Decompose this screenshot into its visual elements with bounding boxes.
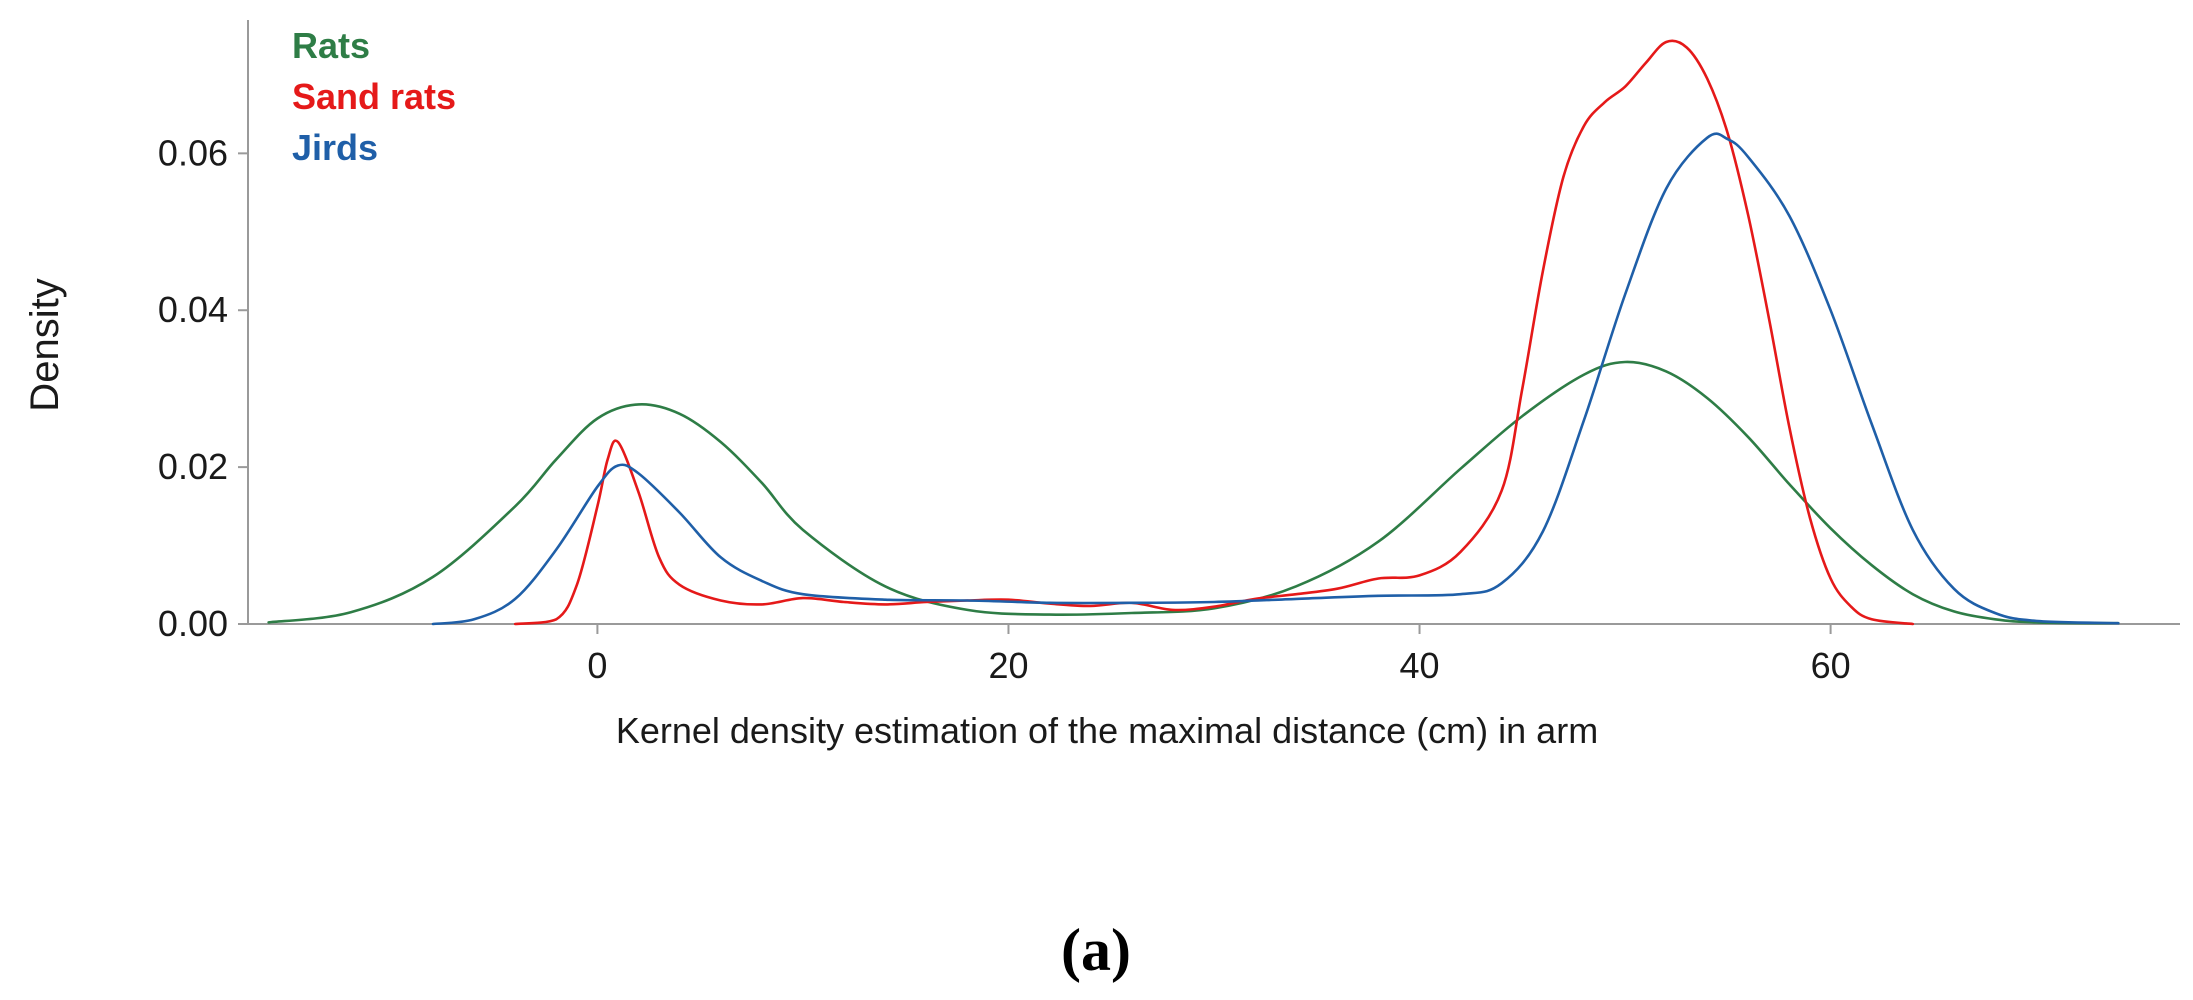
- x-axis-title: Kernel density estimation of the maximal…: [616, 710, 1598, 751]
- panel-label: (a): [1061, 917, 1131, 983]
- x-tick-label: 40: [1400, 645, 1440, 686]
- x-tick-label: 60: [1811, 645, 1851, 686]
- y-tick-label: 0.04: [158, 289, 228, 330]
- density-curves: [267, 39, 2120, 626]
- series-line-sand-rats: [513, 39, 1915, 626]
- x-tick-label: 0: [587, 645, 607, 686]
- x-ticks: 0 20 40 60: [587, 624, 1851, 686]
- legend-item-rats: Rats: [292, 25, 370, 66]
- axes: [247, 20, 2180, 625]
- y-axis-title: Density: [23, 278, 67, 411]
- series-line-jirds: [431, 132, 2120, 626]
- y-ticks: 0.00 0.02 0.04 0.06: [158, 132, 248, 644]
- y-tick-label: 0.06: [158, 132, 228, 173]
- legend-item-jirds: Jirds: [292, 127, 378, 168]
- series-line-rats: [267, 360, 2120, 625]
- legend-item-sand-rats: Sand rats: [292, 76, 456, 117]
- y-tick-label: 0.00: [158, 603, 228, 644]
- legend: Rats Sand rats Jirds: [292, 25, 456, 168]
- x-tick-label: 20: [988, 645, 1028, 686]
- y-tick-label: 0.02: [158, 446, 228, 487]
